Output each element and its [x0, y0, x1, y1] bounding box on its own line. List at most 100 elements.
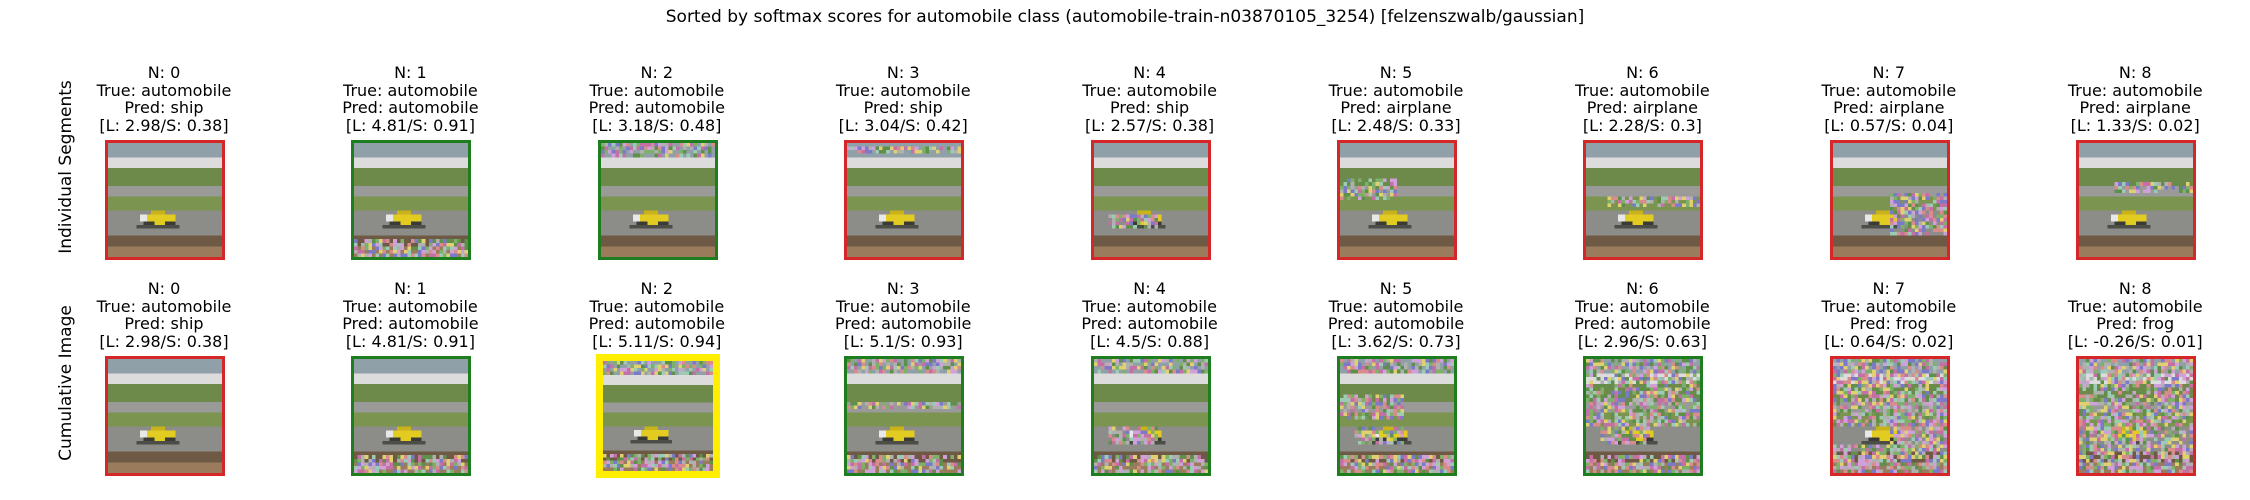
true-label: True: automobile: [1328, 80, 1464, 100]
panel-caption: N: 6 True: automobile Pred: airplane [L: 2.…: [1522, 64, 1762, 134]
cumulative-panel-2: N: 2 True: automobile Pred: automobile [L: …: [537, 280, 777, 485]
car-image: [2079, 359, 2194, 473]
panel-caption: N: 4 True: automobile Pred: ship [L: 2.57/S…: [1030, 64, 1270, 134]
car-image: [1586, 359, 1701, 473]
panel-caption: N: 0 True: automobile Pred: ship [L: 2.98/S…: [44, 280, 284, 350]
car-image: [1340, 143, 1454, 257]
pred-label: Pred: frog: [2096, 314, 2175, 333]
car-image: [1832, 359, 1947, 473]
panel-index: N: 3: [886, 279, 920, 298]
true-label: True: automobile: [1575, 296, 1710, 316]
panel-thumbnail: [351, 356, 472, 476]
panel-index: N: 1: [394, 63, 427, 82]
panel-thumbnail: [105, 356, 225, 476]
panel-caption: N: 0 True: automobile Pred: ship [L: 2.98/S…: [44, 64, 284, 134]
car-image: [354, 359, 469, 473]
panel-thumbnail: [1829, 356, 1950, 476]
pred-label: Pred: airplane: [2079, 98, 2191, 117]
score-label: [L: -0.26/S: 0.01]: [2067, 331, 2203, 351]
true-label: True: automobile: [1575, 80, 1710, 100]
score-label: [L: 4.81/S: 0.91]: [345, 331, 475, 351]
score-label: [L: 5.11/S: 0.94]: [592, 331, 722, 351]
panel-caption: N: 2 True: automobile Pred: automobile [L: …: [537, 280, 777, 350]
panel-thumbnail: [597, 140, 718, 260]
cumulative-panel-0: N: 0 True: automobile Pred: ship [L: 2.98/S…: [44, 280, 284, 485]
panel-caption: N: 8 True: automobile Pred: frog [L: -0.26/…: [2015, 280, 2250, 350]
panel-index: N: 5: [1379, 279, 1413, 298]
panel-thumbnail: [1337, 140, 1457, 260]
panel-thumbnail: [2076, 356, 2197, 476]
pred-label: Pred: automobile: [1327, 314, 1465, 333]
panel-caption: N: 3 True: automobile Pred: ship [L: 3.04/S…: [783, 64, 1023, 134]
pred-label: Pred: ship: [1110, 98, 1190, 117]
panel-caption: N: 1 True: automobile Pred: automobile [L: …: [290, 64, 530, 134]
true-label: True: automobile: [1821, 296, 1957, 316]
car-image: [847, 143, 962, 257]
car-image: [108, 143, 222, 257]
score-label: [L: 2.98/S: 0.38]: [99, 331, 229, 351]
panel-caption: N: 8 True: automobile Pred: airplane [L: 1.…: [2015, 64, 2250, 134]
panel-thumbnail: [1829, 140, 1950, 260]
pred-label: Pred: automobile: [588, 98, 725, 117]
panel-index: N: 0: [147, 279, 181, 298]
true-label: True: automobile: [835, 296, 971, 316]
car-image: [1093, 359, 1208, 473]
panel-thumbnail: [1583, 140, 1704, 260]
score-label: [L: 3.62/S: 0.73]: [1331, 331, 1461, 351]
panel-thumbnail: [1090, 356, 1211, 476]
score-label: [L: 5.1/S: 0.93]: [843, 331, 963, 351]
panel-thumbnail: [1337, 356, 1457, 476]
panel-thumbnail: [1090, 140, 1211, 260]
cumulative-panel-5: N: 5 True: automobile Pred: automobile [L: …: [1276, 280, 1516, 485]
panel-index: N: 8: [2118, 279, 2152, 298]
segment-panel-8: N: 8 True: automobile Pred: airplane [L: 1.…: [2015, 64, 2250, 269]
pred-label: Pred: automobile: [588, 314, 725, 333]
car-image: [1832, 143, 1947, 257]
pred-label: Pred: frog: [1849, 314, 1928, 333]
cumulative-panel-4: N: 4 True: automobile Pred: automobile [L: …: [1030, 280, 1270, 485]
pred-label: Pred: automobile: [342, 98, 479, 117]
panel-index: N: 6: [1626, 279, 1659, 298]
cumulative-panel-8: N: 8 True: automobile Pred: frog [L: -0.26/…: [2015, 280, 2250, 485]
panel-index: N: 3: [886, 63, 920, 82]
true-label: True: automobile: [835, 80, 971, 100]
pred-label: Pred: automobile: [1081, 314, 1218, 333]
true-label: True: automobile: [343, 80, 478, 100]
panel-index: N: 7: [1872, 63, 1906, 82]
segment-panel-4: N: 4 True: automobile Pred: ship [L: 2.57/S…: [1030, 64, 1270, 269]
segment-panel-3: N: 3 True: automobile Pred: ship [L: 3.04/S…: [783, 64, 1023, 269]
pred-label: Pred: airplane: [1833, 98, 1945, 117]
true-label: True: automobile: [1082, 80, 1217, 100]
pred-label: Pred: ship: [124, 314, 204, 333]
panel-thumbnail: [1583, 356, 1704, 476]
panel-index: N: 4: [1133, 63, 1166, 82]
segment-panel-1: N: 1 True: automobile Pred: automobile [L: …: [290, 64, 530, 269]
panel-index: N: 1: [394, 279, 427, 298]
car-image: [2079, 143, 2194, 257]
figure-title: Sorted by softmax scores for automobile …: [665, 7, 1585, 27]
score-label: [L: 0.57/S: 0.04]: [1824, 115, 1954, 135]
car-image: [1093, 143, 1208, 257]
true-label: True: automobile: [589, 296, 725, 316]
panel-thumbnail: [595, 354, 720, 478]
car-image: [1340, 359, 1454, 473]
car-image: [602, 361, 713, 471]
score-label: [L: 0.64/S: 0.02]: [1824, 331, 1954, 351]
panel-thumbnail: [844, 356, 965, 476]
true-label: True: automobile: [2067, 80, 2203, 100]
score-label: [L: 2.57/S: 0.38]: [1085, 115, 1215, 135]
panel-caption: N: 2 True: automobile Pred: automobile [L: …: [537, 64, 777, 134]
pred-label: Pred: automobile: [1574, 314, 1711, 333]
score-label: [L: 4.5/S: 0.88]: [1090, 331, 1210, 351]
panel-index: N: 2: [640, 279, 674, 298]
panel-caption: N: 3 True: automobile Pred: automobile [L: …: [783, 280, 1023, 350]
panel-caption: N: 4 True: automobile Pred: automobile [L: …: [1030, 280, 1270, 350]
score-label: [L: 2.28/S: 0.3]: [1582, 115, 1702, 135]
panel-index: N: 5: [1379, 63, 1413, 82]
true-label: True: automobile: [96, 296, 232, 316]
panel-thumbnail: [105, 140, 225, 260]
panel-caption: N: 7 True: automobile Pred: frog [L: 0.64/S…: [1769, 280, 2009, 350]
true-label: True: automobile: [1821, 80, 1957, 100]
car-image: [600, 143, 715, 257]
